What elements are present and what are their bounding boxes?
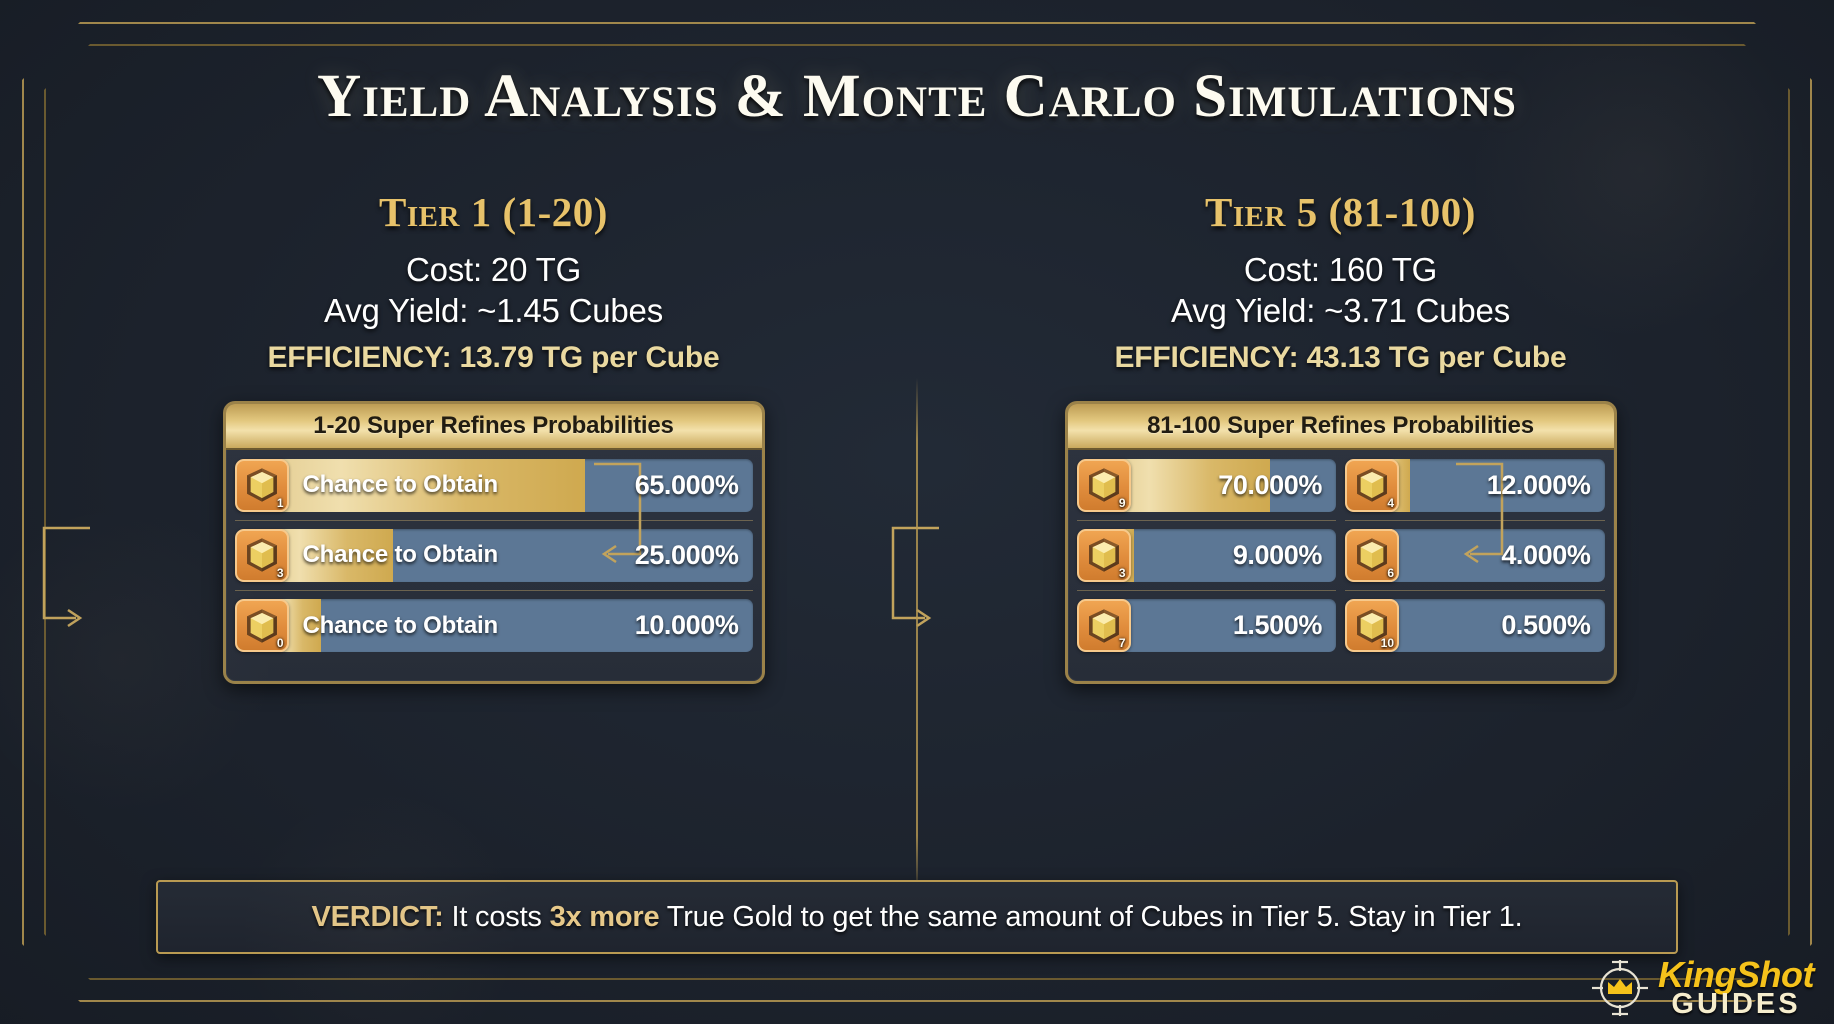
- probability-row-label: Chance to Obtain: [302, 541, 499, 569]
- probability-row[interactable]: 10 0.500%: [1345, 599, 1605, 661]
- gold-cube-icon: 10: [1345, 599, 1399, 653]
- probability-row[interactable]: 3 9.000%: [1076, 528, 1336, 592]
- tier-1-panel-title: 1-20 Super Refines Probabilities: [225, 404, 762, 451]
- probability-bar-track: [272, 459, 753, 513]
- arrow-left-bracket-icon: [42, 526, 90, 628]
- probability-row[interactable]: 7 1.500%: [1076, 599, 1336, 661]
- tier-5-row-list: 9 70.000% 4 12.000% 3 9.000% 6 4.000% 7 1.500…: [1068, 450, 1614, 671]
- probability-bar-track: [1383, 599, 1605, 653]
- probability-row[interactable]: 1 Chance to Obtain 65.000%: [234, 458, 753, 522]
- logo-sub: GUIDES: [1671, 988, 1801, 1021]
- tier-1-cost: Cost: 20 TG: [405, 251, 582, 288]
- cube-count-badge: 3: [1118, 565, 1126, 580]
- verdict-label: VERDICT:: [311, 900, 444, 933]
- page-title: Yield Analysis & Monte Carlo Simulations: [317, 63, 1517, 130]
- probability-row[interactable]: 0 Chance to Obtain 10.000%: [234, 599, 753, 661]
- tier-5-avg-yield: Avg Yield: ~3.71 Cubes: [1171, 291, 1510, 329]
- probability-row-percent: 65.000%: [634, 469, 739, 500]
- verdict-highlight: 3x more: [549, 900, 660, 933]
- verdict-banner: VERDICT: It costs 3x more True Gold to g…: [156, 880, 1678, 954]
- probability-bar-track: [272, 529, 753, 583]
- tier-5-panel-title: 81-100 Super Refines Probabilities: [1067, 404, 1614, 451]
- probability-row-percent: 0.500%: [1501, 610, 1591, 641]
- probability-row[interactable]: 9 70.000%: [1076, 458, 1336, 522]
- probability-row-percent: 12.000%: [1486, 469, 1591, 500]
- probability-bar-track: [1114, 599, 1336, 653]
- cube-count-badge: 6: [1387, 565, 1394, 580]
- gold-cube-icon: 1: [234, 458, 289, 512]
- cube-count-badge: 10: [1380, 636, 1394, 651]
- probability-row[interactable]: 6 4.000%: [1345, 528, 1605, 592]
- probability-bar-fill: [272, 459, 585, 513]
- logo-wordmark: KingShot GUIDES: [1658, 954, 1814, 1021]
- probability-bar-track: [1114, 459, 1336, 513]
- probability-row-percent: 4.000%: [1501, 539, 1591, 570]
- probability-row-percent: 1.500%: [1232, 610, 1323, 641]
- tier-column-1: Tier 1 (1-20) Cost: 20 TG Avg Yield: ~1.…: [42, 188, 917, 685]
- tier-1-probability-panel: 1-20 Super Refines Probabilities 1 Chance…: [222, 401, 765, 685]
- probability-row[interactable]: 3 Chance to Obtain 25.000%: [234, 528, 753, 592]
- tier-5-efficiency: EFFICIENCY: 43.13 TG per Cube: [1114, 341, 1567, 375]
- gold-cube-icon: 4: [1345, 458, 1399, 512]
- gold-cube-icon: 7: [1076, 599, 1131, 653]
- tier-5-probability-panel: 81-100 Super Refines Probabilities 9 70.0…: [1064, 401, 1617, 685]
- tier-1-row-list: 1 Chance to Obtain 65.000% 3 Chance to Obta…: [226, 450, 762, 671]
- probability-bar-fill: [1114, 459, 1270, 513]
- tier-5-cost: Cost: 160 TG: [1243, 251, 1438, 288]
- probability-bar-fill: [272, 529, 393, 583]
- tier-5-title: Tier 5 (81-100): [1205, 189, 1476, 235]
- probability-row-label: Chance to Obtain: [302, 471, 499, 499]
- logo-brand: KingShot: [1658, 954, 1814, 996]
- verdict-part1: It costs: [443, 900, 550, 933]
- gold-cube-icon: 6: [1345, 528, 1399, 582]
- cube-count-badge: 9: [1118, 495, 1126, 510]
- cube-count-badge: 3: [276, 565, 284, 580]
- tier-1-title: Tier 1 (1-20): [379, 189, 608, 235]
- brand-logo: KingShot GUIDES: [1590, 954, 1814, 1021]
- probability-row-percent: 9.000%: [1232, 539, 1323, 570]
- tier-1-avg-yield: Avg Yield: ~1.45 Cubes: [324, 291, 663, 329]
- gold-cube-icon: 3: [1076, 528, 1131, 582]
- tier-column-5: Tier 5 (81-100) Cost: 160 TG Avg Yield: …: [891, 188, 1764, 685]
- probability-row-percent: 25.000%: [634, 539, 739, 570]
- cube-count-badge: 7: [1118, 636, 1126, 651]
- crosshair-crown-icon: [1592, 960, 1649, 1016]
- probability-row-percent: 70.000%: [1218, 469, 1322, 500]
- tier-1-efficiency: EFFICIENCY: 13.79 TG per Cube: [267, 341, 720, 375]
- verdict-text: VERDICT: It costs 3x more True Gold to g…: [311, 901, 1522, 934]
- probability-row[interactable]: 4 12.000%: [1345, 458, 1605, 522]
- probability-row-percent: 10.000%: [634, 610, 739, 641]
- cube-count-badge: 4: [1387, 495, 1394, 510]
- cube-count-badge: 0: [276, 636, 284, 651]
- gold-cube-icon: 9: [1076, 458, 1131, 512]
- probability-row-label: Chance to Obtain: [302, 611, 499, 639]
- gold-cube-icon: 0: [234, 599, 289, 653]
- gold-cube-icon: 3: [234, 528, 289, 582]
- verdict-part2: True Gold to get the same amount of Cube…: [659, 900, 1523, 933]
- tier-columns: Tier 1 (1-20) Cost: 20 TG Avg Yield: ~1.…: [42, 188, 1764, 898]
- tier-divider: [916, 378, 918, 898]
- cube-count-badge: 1: [276, 495, 284, 510]
